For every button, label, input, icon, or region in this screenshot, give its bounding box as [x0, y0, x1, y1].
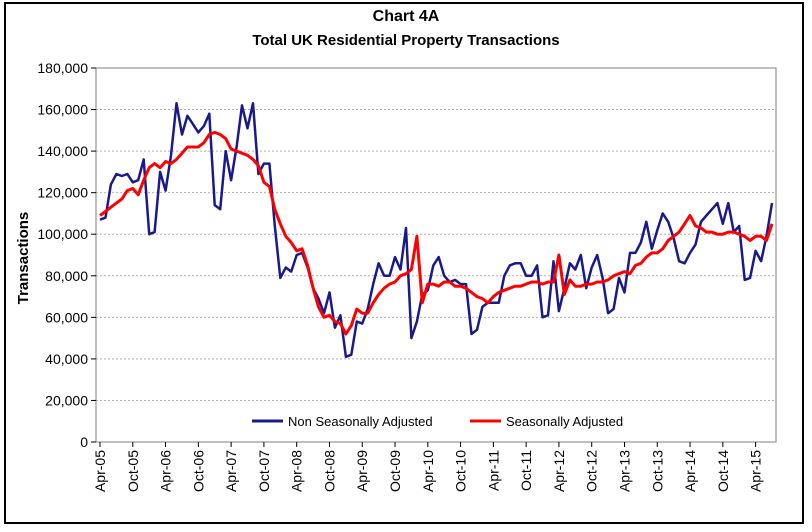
x-tick-label: Apr-05	[92, 450, 108, 492]
x-tick-label: Apr-10	[420, 450, 436, 492]
x-tick-label: Oct-14	[715, 450, 731, 492]
y-tick-label: 100,000	[37, 226, 88, 242]
series-line-non-seasonally-adjusted	[99, 102, 774, 359]
legend-label-nsa: Non Seasonally Adjusted	[288, 414, 433, 429]
x-tick-label: Oct-12	[584, 450, 600, 492]
x-tick-label: Oct-13	[649, 450, 665, 492]
y-tick-label: 20,000	[45, 392, 88, 408]
y-axis-label: Transactions	[15, 212, 32, 305]
y-tick-label: 120,000	[37, 185, 88, 201]
chart-title: Chart 4A	[372, 8, 440, 25]
y-tick-label: 40,000	[45, 351, 88, 367]
x-tick-label: Oct-06	[190, 450, 206, 492]
x-tick-label: Apr-08	[289, 450, 305, 492]
x-tick-label: Oct-05	[125, 450, 141, 492]
series-line-seasonally-adjusted	[99, 130, 774, 336]
x-tick-label: Apr-14	[682, 450, 698, 492]
y-tick-label: 140,000	[37, 143, 88, 159]
x-tick-label: Oct-10	[453, 450, 469, 492]
plot-area	[95, 67, 777, 443]
x-tick-label: Oct-09	[387, 450, 403, 492]
chart-frame	[4, 2, 804, 524]
x-tick-label: Oct-07	[256, 450, 272, 492]
x-tick-label: Oct-08	[321, 450, 337, 492]
legend-label-sa: Seasonally Adjusted	[506, 414, 623, 429]
x-tick-label: Apr-07	[223, 450, 239, 492]
y-tick-label: 80,000	[45, 268, 88, 284]
x-tick-label: Apr-09	[354, 450, 370, 492]
chart-subtitle: Total UK Residential Property Transactio…	[252, 32, 560, 49]
x-tick-label: Oct-11	[518, 450, 534, 491]
x-tick-label: Apr-13	[616, 450, 632, 492]
y-tick-label: 160,000	[37, 102, 88, 118]
x-tick-label: Apr-12	[551, 450, 567, 492]
y-tick-label: 180,000	[37, 60, 88, 76]
x-tick-label: Apr-06	[158, 450, 174, 492]
x-tick-label: Apr-15	[748, 450, 764, 492]
y-tick-label: 0	[80, 434, 88, 450]
y-tick-label: 60,000	[45, 309, 88, 325]
legend: Non Seasonally Adjusted Seasonally Adjus…	[252, 414, 623, 429]
x-tick-label: Apr-11	[485, 450, 501, 491]
